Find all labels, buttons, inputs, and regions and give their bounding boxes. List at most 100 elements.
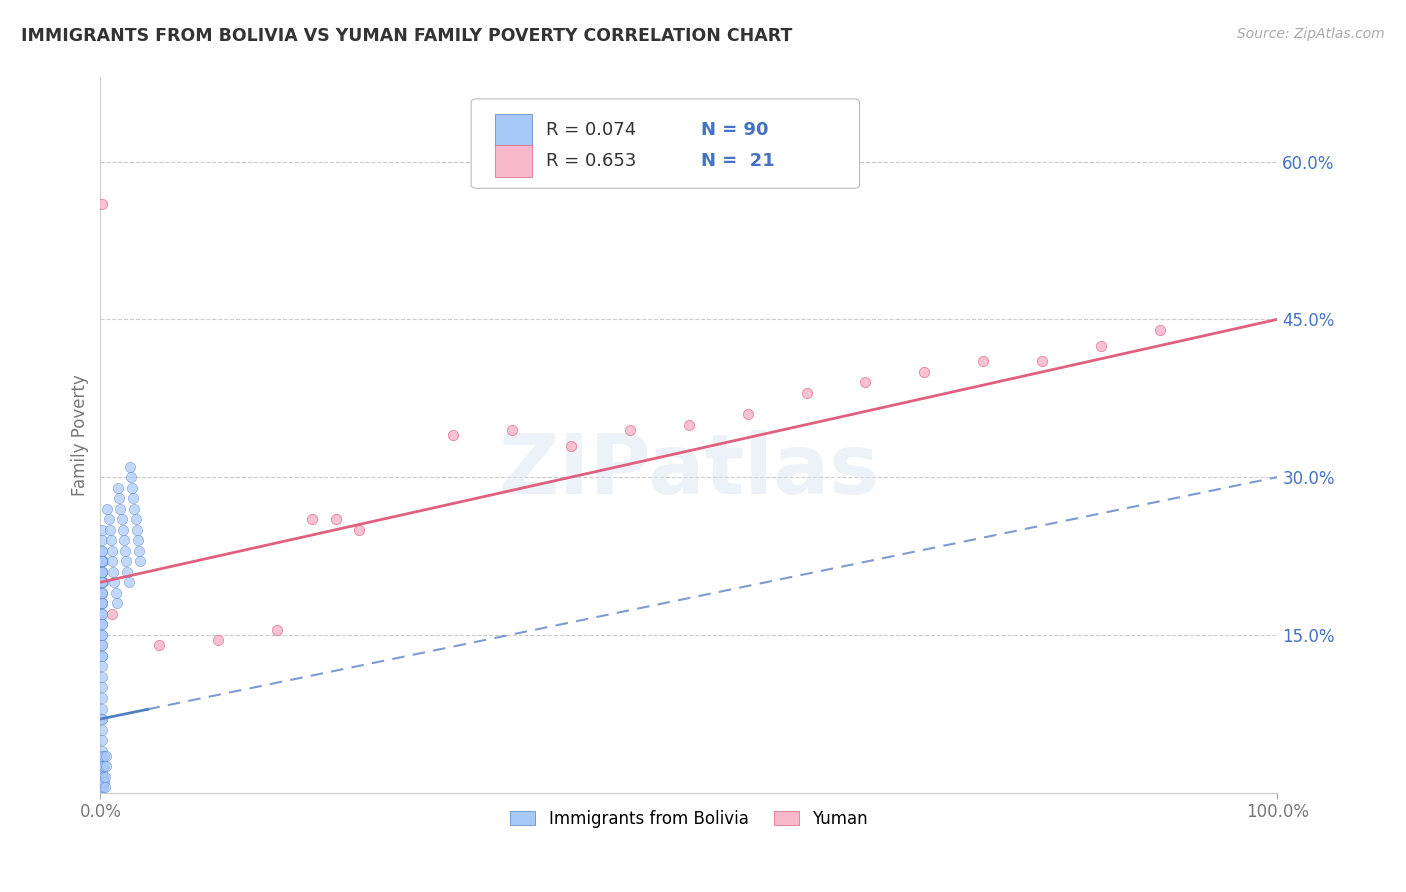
Point: [619, 423, 641, 437]
Point: [90, 639, 112, 653]
Point: [128, 543, 150, 558]
Point: [501, 423, 523, 437]
Point: [90, 628, 112, 642]
Point: [129, 554, 152, 568]
Point: [90, 754, 112, 768]
Bar: [495, 145, 533, 178]
Text: IMMIGRANTS FROM BOLIVIA VS YUMAN FAMILY POVERTY CORRELATION CHART: IMMIGRANTS FROM BOLIVIA VS YUMAN FAMILY …: [21, 27, 793, 45]
Point: [90, 543, 112, 558]
Point: [90, 586, 112, 600]
Point: [301, 512, 323, 526]
Point: [90, 733, 112, 747]
Text: Source: ZipAtlas.com: Source: ZipAtlas.com: [1237, 27, 1385, 41]
Point: [90, 780, 112, 795]
Point: [127, 533, 149, 548]
Point: [91, 780, 114, 795]
Point: [96, 759, 118, 773]
Point: [118, 459, 141, 474]
Point: [90, 554, 112, 568]
Point: [90, 764, 112, 779]
Point: [93, 775, 115, 789]
Point: [90, 554, 112, 568]
Point: [90, 565, 112, 579]
Point: [90, 648, 112, 663]
Point: [91, 554, 114, 568]
Point: [91, 770, 114, 784]
Point: [96, 748, 118, 763]
Point: [103, 575, 125, 590]
Point: [90, 759, 112, 773]
Text: ZIPatlas: ZIPatlas: [498, 430, 879, 511]
Point: [90, 628, 112, 642]
Point: [90, 523, 112, 537]
Point: [90, 575, 112, 590]
Point: [148, 639, 170, 653]
Point: [90, 748, 112, 763]
Point: [93, 748, 115, 763]
Text: R = 0.653: R = 0.653: [547, 153, 637, 170]
Point: [90, 648, 112, 663]
Point: [90, 565, 112, 579]
Point: [90, 586, 112, 600]
Point: [101, 554, 124, 568]
Point: [110, 501, 132, 516]
Bar: [495, 113, 533, 145]
Point: [678, 417, 700, 432]
Point: [90, 596, 112, 610]
Point: [122, 491, 145, 505]
Point: [97, 512, 120, 526]
Point: [90, 565, 112, 579]
Point: [90, 691, 112, 706]
Point: [90, 712, 112, 726]
Point: [90, 681, 112, 695]
Point: [108, 491, 131, 505]
Point: [107, 481, 129, 495]
Point: [124, 512, 146, 526]
Point: [112, 533, 135, 548]
Point: [117, 565, 139, 579]
Point: [90, 743, 112, 757]
Point: [1149, 323, 1171, 337]
Point: [100, 533, 122, 548]
Point: [90, 723, 112, 737]
Point: [90, 554, 112, 568]
Point: [90, 770, 112, 784]
Point: [111, 523, 134, 537]
Point: [125, 523, 148, 537]
Point: [90, 775, 112, 789]
Point: [855, 376, 877, 390]
Point: [90, 659, 112, 673]
Point: [90, 701, 112, 715]
Point: [94, 780, 117, 795]
Point: [90, 575, 112, 590]
Point: [96, 501, 118, 516]
Text: R = 0.074: R = 0.074: [547, 120, 637, 138]
Point: [912, 365, 935, 379]
Point: [90, 639, 112, 653]
Point: [90, 586, 112, 600]
Text: N = 90: N = 90: [700, 120, 768, 138]
Point: [90, 554, 112, 568]
Point: [972, 354, 994, 368]
Text: N =  21: N = 21: [700, 153, 775, 170]
Point: [101, 543, 124, 558]
Point: [91, 575, 114, 590]
Y-axis label: Family Poverty: Family Poverty: [72, 374, 89, 496]
FancyBboxPatch shape: [471, 99, 859, 188]
Point: [103, 565, 125, 579]
Point: [349, 523, 371, 537]
Point: [121, 481, 143, 495]
Point: [90, 565, 112, 579]
Point: [91, 712, 114, 726]
Point: [90, 596, 112, 610]
Point: [110, 512, 132, 526]
Point: [443, 428, 465, 442]
Point: [90, 196, 112, 211]
Point: [207, 633, 229, 648]
Point: [104, 586, 127, 600]
Point: [90, 543, 112, 558]
Point: [101, 607, 124, 621]
Point: [124, 501, 146, 516]
Point: [1090, 338, 1112, 352]
Point: [90, 596, 112, 610]
